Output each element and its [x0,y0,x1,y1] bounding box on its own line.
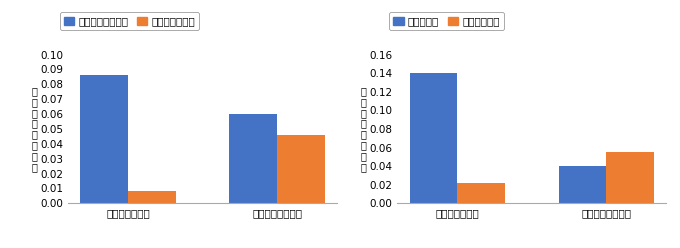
Bar [458,183,505,203]
Y-axis label: 投
資
機
会
の
感
応
度: 投 資 機 会 の 感 応 度 [32,86,37,172]
Legend: 中古市場が未発達, 中古市場が発達: 中古市場が未発達, 中古市場が発達 [60,12,199,31]
Bar [128,191,175,203]
Bar [229,114,277,203]
Bar [80,75,128,203]
Bar [607,152,654,203]
Legend: 金融制約的, 非金融制約的: 金融制約的, 非金融制約的 [389,12,504,31]
Bar [277,135,325,203]
Bar [559,166,607,203]
Y-axis label: 投
資
機
会
の
感
応
度: 投 資 機 会 の 感 応 度 [361,86,367,172]
Bar [409,73,458,203]
